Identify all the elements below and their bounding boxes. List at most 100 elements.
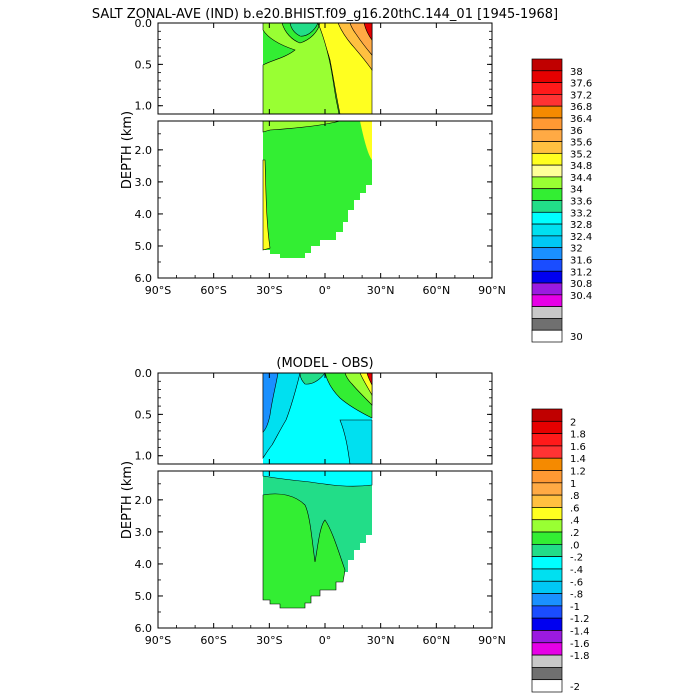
x-tick-label: 60°S: [200, 634, 226, 647]
colorbar-label: .4: [570, 516, 580, 527]
diff-upper-field: [262, 373, 373, 464]
colorbar-label: 37.6: [570, 79, 592, 90]
y-tick-label: 1.0: [135, 100, 153, 113]
colorbar-swatch: [531, 188, 563, 201]
salt-field-red: [363, 23, 373, 41]
colorbar-label: -.6: [570, 577, 583, 588]
colorbar-label: .0: [570, 540, 580, 551]
x-tick-label: 30°N: [367, 284, 395, 297]
colorbar-swatch: [531, 200, 563, 213]
colorbar-label: 34: [570, 185, 583, 196]
x-tick-label: 90°N: [478, 284, 506, 297]
colorbar-swatch: [531, 556, 563, 570]
colorbar-swatch: [531, 152, 563, 166]
y-tick-label: 1.0: [135, 450, 153, 463]
diff-colorbar: 21.81.61.41.21.8.6.4.2.0-.2-.4-.6-.8-1-1…: [531, 408, 590, 693]
colorbar-swatch: [531, 247, 563, 260]
colorbar-swatch: [531, 329, 563, 343]
diff-lower-field: [262, 471, 373, 609]
y-tick-label: 3.0: [135, 176, 153, 189]
y-tick-label: 0.0: [135, 367, 153, 380]
colorbar-swatch: [531, 129, 563, 142]
colorbar-swatch: [531, 494, 563, 508]
colorbar-swatch: [531, 141, 563, 154]
colorbar-swatch: [531, 445, 563, 459]
x-tick-label: 60°N: [422, 284, 450, 297]
colorbar-label: .6: [570, 503, 580, 514]
y-tick-label: 2.0: [135, 494, 153, 507]
colorbar-swatch: [531, 568, 563, 582]
salt-upper-field: [262, 23, 373, 114]
colorbar-label: 36.4: [570, 114, 592, 125]
colorbar-swatch: [531, 543, 563, 558]
colorbar-swatch: [531, 642, 563, 656]
colorbar-swatch: [531, 605, 563, 619]
diff-field-blue: [262, 373, 279, 433]
colorbar-swatch: [531, 507, 563, 521]
salt-field-lightgreen: [262, 23, 340, 114]
y-tick-label: 6.0: [135, 622, 153, 635]
colorbar-swatch: [531, 470, 563, 484]
salt-colorbar: 3837.637.236.836.43635.635.234.834.43433…: [531, 58, 592, 343]
colorbar-swatch: [531, 306, 563, 319]
colorbar-swatch: [531, 105, 563, 119]
colorbar-label: 1.4: [570, 454, 586, 465]
diff-x-ticks: 90°S 60°S 30°S 0° 30°N 60°N 90°N: [145, 373, 506, 647]
colorbar-label: 34.4: [570, 173, 592, 184]
colorbar-label: 30.8: [570, 279, 592, 290]
colorbar-swatch: [531, 617, 563, 631]
colorbar-swatch: [531, 211, 563, 225]
colorbar-swatch: [531, 94, 563, 107]
colorbar-label: 32: [570, 244, 583, 255]
y-tick-label: 6.0: [135, 272, 153, 285]
x-tick-label: 90°S: [145, 284, 171, 297]
colorbar-swatch: [531, 223, 563, 237]
diff-panel: (MODEL - OBS) 0.00.51.02.03.04.05.06.0 9…: [120, 356, 590, 693]
x-tick-label: 0°: [319, 634, 332, 647]
diff-field-cyan3: [339, 419, 373, 464]
colorbar-swatch: [531, 593, 563, 607]
colorbar-label: 34.8: [570, 161, 592, 172]
colorbar-swatch: [531, 482, 563, 496]
y-tick-label: 4.0: [135, 558, 153, 571]
colorbar-swatch: [531, 117, 563, 131]
colorbar-label: 2: [570, 417, 576, 428]
colorbar-swatch: [531, 235, 563, 249]
colorbar-swatch: [531, 58, 563, 72]
colorbar-swatch: [531, 70, 563, 83]
diff-field-lightteal: [299, 373, 326, 385]
colorbar-swatch: [531, 259, 563, 272]
colorbar-label: -1: [570, 602, 580, 613]
salt-ylabel: DEPTH (km): [120, 111, 135, 189]
colorbar-label: 33.2: [570, 208, 592, 219]
colorbar-label: 1: [570, 479, 576, 490]
colorbar-label: -.2: [570, 553, 583, 564]
x-tick-label: 90°N: [478, 634, 506, 647]
y-tick-label: 5.0: [135, 240, 153, 253]
colorbar-label: 31.6: [570, 255, 592, 266]
salt-lower-field: [262, 121, 372, 258]
y-tick-label: 3.0: [135, 526, 153, 539]
diff-title: (MODEL - OBS): [276, 356, 373, 371]
colorbar-swatch: [531, 630, 563, 644]
colorbar-swatch: [531, 531, 563, 545]
y-tick-label: 0.5: [135, 58, 153, 71]
colorbar-swatch: [531, 408, 563, 422]
diff-lower-cyan: [262, 471, 373, 487]
colorbar-label: .2: [570, 528, 580, 539]
colorbar-label: 36: [570, 126, 583, 137]
x-tick-label: 0°: [319, 284, 332, 297]
x-tick-label: 60°S: [200, 284, 226, 297]
salt-field-cyan-patch: [289, 23, 319, 37]
y-tick-label: 5.0: [135, 590, 153, 603]
colorbar-label: -.4: [570, 565, 583, 576]
colorbar-swatch: [531, 667, 563, 681]
colorbar-swatch: [531, 654, 563, 668]
x-tick-label: 60°N: [422, 634, 450, 647]
colorbar-swatch: [531, 580, 563, 594]
colorbar-label: .8: [570, 491, 580, 502]
colorbar-swatch: [531, 679, 563, 693]
colorbar-swatch: [531, 519, 563, 533]
colorbar-swatch: [531, 420, 563, 434]
colorbar-label: -1.8: [570, 651, 590, 662]
